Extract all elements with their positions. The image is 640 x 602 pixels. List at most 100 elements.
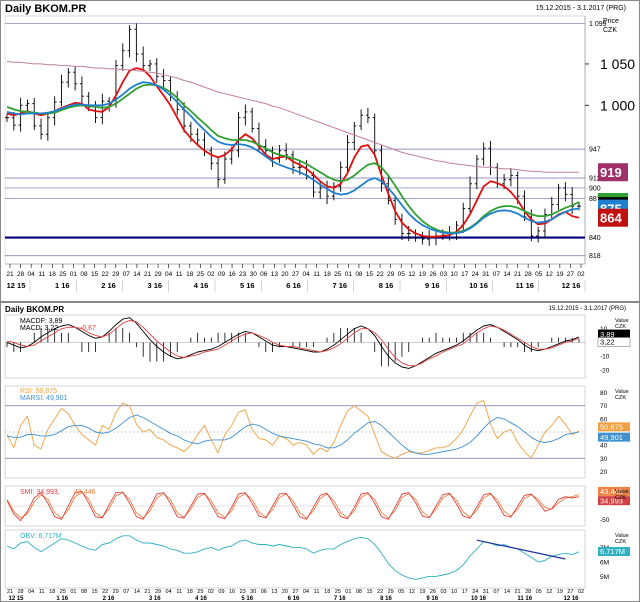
price-month-label-8: 8 16 [379, 281, 394, 290]
main-date-range: 15.12.2015 - 3.1.2017 (PRG) [535, 5, 626, 12]
ohlc-bar [236, 111, 241, 158]
ind-xtick-label-44: 24 [472, 589, 478, 595]
hline-label-4: 887 [589, 196, 601, 203]
rsi-tag-0-bg [598, 422, 630, 432]
ind-xtick-label-48: 21 [514, 589, 520, 595]
smi-currency-label: CZK [615, 495, 626, 501]
ind-month-label-11: 11 16 [517, 596, 532, 602]
ohlc-bar [141, 46, 146, 70]
ind-xtick-label-13: 21 [144, 589, 150, 595]
ohlc-bar [66, 68, 71, 88]
price-month-label-3: 3 16 [147, 281, 162, 290]
ind-xtick-label-9: 22 [102, 589, 108, 595]
price-month-label-0: 12 15 [7, 281, 26, 290]
ind-xtick-label-24: 06 [261, 589, 267, 595]
hline-label-2: 912 [589, 176, 601, 183]
rsi-ytick-4: 30 [600, 456, 608, 463]
ind-xtick-label-11: 07 [123, 589, 129, 595]
price-xtick-label-41: 03 [440, 271, 448, 278]
price-xtick-label-47: 14 [503, 271, 511, 278]
ind-month-label-8: 8 16 [380, 596, 392, 602]
ind-xtick-label-29: 11 [314, 589, 320, 595]
smi-signal-legend: 43,446 [74, 489, 96, 496]
obv-currency-label: CZK [615, 539, 626, 545]
rsi-tag-0-label: 50,875 [600, 423, 623, 432]
price-month-label-12: 12 16 [562, 281, 581, 290]
price-ma-blue-line [6, 81, 580, 235]
ind-xtick-label-51: 12 [546, 589, 552, 595]
macd-ytick-2: -20 [600, 367, 610, 374]
sub-chart-title: Daily BKOM.PR [5, 305, 65, 314]
price-xtick-label-21: 16 [228, 271, 236, 278]
ind-xtick-label-3: 11 [39, 589, 45, 595]
price-xtick-label-18: 25 [197, 271, 205, 278]
price-xtick-label-6: 01 [70, 271, 78, 278]
smi-ytick-1: -50 [600, 517, 610, 524]
ind-xtick-label-40: 26 [430, 589, 436, 595]
macd-panel-frame [4, 314, 586, 379]
price-month-label-1: 1 16 [55, 281, 70, 290]
price-xtick-label-35: 22 [376, 271, 384, 278]
price-xtick-label-2: 04 [28, 271, 36, 278]
price-xtick-label-38: 12 [408, 271, 416, 278]
price-month-label-6: 6 16 [286, 281, 301, 290]
price-xtick-label-30: 18 [324, 271, 332, 278]
ind-xtick-label-42: 10 [451, 589, 457, 595]
ind-month-label-4: 4 16 [195, 596, 207, 602]
price-xtick-label-39: 19 [419, 271, 427, 278]
ind-xtick-label-17: 18 [187, 589, 193, 595]
ind-xtick-label-30: 18 [324, 589, 330, 595]
price-currency-label: CZK [603, 27, 617, 34]
ohlc-bar [325, 180, 330, 205]
ind-month-label-10: 10 16 [471, 596, 487, 602]
ohlc-bar [73, 66, 78, 91]
smi-legend: SMI: 34,993, [20, 489, 60, 496]
ind-xtick-label-16: 11 [176, 589, 182, 595]
price-xtick-label-17: 18 [186, 271, 194, 278]
ind-xtick-label-52: 19 [557, 589, 563, 595]
price-xtick-label-3: 11 [38, 271, 45, 278]
price-xtick-label-53: 27 [567, 271, 575, 278]
marsi-line [6, 414, 580, 455]
hline-label-5: 840 [589, 235, 601, 242]
price-xtick-label-42: 10 [450, 271, 458, 278]
ind-xtick-label-37: 05 [398, 589, 404, 595]
ind-month-label-1: 1 16 [56, 596, 68, 602]
smi-tag-0-bg [598, 486, 630, 496]
ohlc-bar [365, 107, 370, 124]
ind-xtick-label-49: 28 [525, 589, 531, 595]
ind-xtick-label-0: 21 [7, 589, 13, 595]
macd-legend-extra: -0,67 [80, 325, 96, 332]
macd-ytick-1: -10 [600, 354, 610, 361]
ohlc-bar [270, 146, 275, 167]
price-xtick-label-11: 07 [123, 271, 131, 278]
price-xtick-label-20: 09 [218, 271, 226, 278]
rsi-ytick-1: 70 [600, 403, 608, 410]
price-xtick-label-7: 08 [80, 271, 88, 278]
ind-month-label-6: 6 16 [288, 596, 300, 602]
ohlc-bar [195, 128, 200, 145]
macd-legend: MACD: 3,22 [20, 325, 58, 332]
ind-xtick-label-2: 04 [28, 589, 34, 595]
price-xtick-label-15: 04 [165, 271, 173, 278]
ind-xtick-label-25: 13 [271, 589, 277, 595]
ind-xtick-label-31: 25 [335, 589, 341, 595]
price-xtick-label-28: 04 [302, 271, 310, 278]
ohlc-bar [39, 118, 44, 140]
macd-tag-1-label: 3,22 [600, 338, 615, 347]
obv-panel-frame [4, 529, 586, 589]
smi-tag-1-label: 34,993 [600, 496, 623, 505]
main-panel-border [0, 0, 640, 302]
macd-tag-0-label: 3,89 [600, 330, 615, 339]
ohlc-bar [352, 121, 357, 151]
ind-xtick-label-22: 23 [240, 589, 246, 595]
rsi-tag-1-label: 49,901 [600, 433, 623, 442]
price-xtick-label-32: 01 [345, 271, 353, 278]
ohlc-bar [345, 135, 350, 174]
obv-trendline [476, 539, 566, 560]
ohlc-bar [359, 109, 364, 131]
price-xtick-label-31: 25 [334, 271, 342, 278]
hline-label-1: 947 [589, 147, 601, 154]
